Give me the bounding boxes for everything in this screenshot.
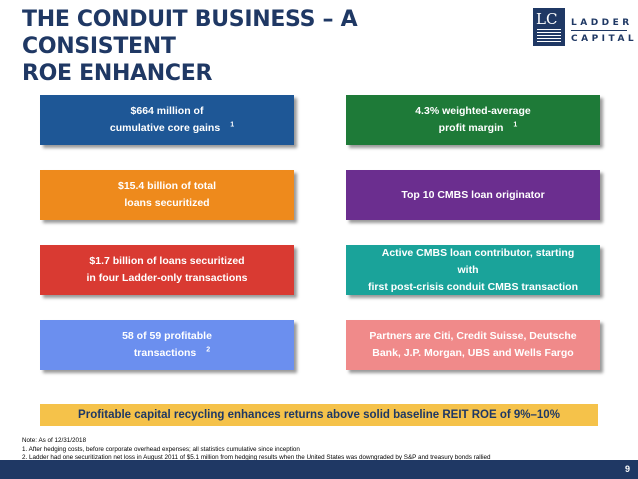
stat-box-profit-margin-line-1: 4.3% weighted-average xyxy=(415,105,531,117)
stat-box-cmbs-originator: Top 10 CMBS loan originator xyxy=(346,170,600,220)
footer-bar: 9 xyxy=(0,460,638,479)
stat-box-loans-securitized: $15.4 billion of total loans securitized xyxy=(40,170,294,220)
ladder-capital-logo: LC LADDER CAPITAL xyxy=(533,8,634,52)
stat-box-loans-securitized-line-2: loans securitized xyxy=(124,197,210,209)
logo-monogram: LC xyxy=(536,10,558,28)
logo-monogram-box: LC xyxy=(533,8,565,46)
stat-box-cmbs-contributor: Active CMBS loan contributor, starting w… xyxy=(346,245,600,295)
slide-title: THE CONDUIT BUSINESS – A CONSISTENT ROE … xyxy=(22,6,482,87)
stat-box-partners-line-1: Partners are Citi, Credit Suisse, Deutsc… xyxy=(369,330,577,342)
stat-box-profit-margin-line-2: profit margin xyxy=(438,122,504,134)
stat-box-cmbs-originator-line-1: Top 10 CMBS loan originator xyxy=(401,188,545,201)
stat-box-core-gains-line-2: cumulative core gains xyxy=(109,122,221,134)
stat-box-ladder-only-transactions: $1.7 billion of loans securitized in four… xyxy=(40,245,294,295)
stat-box-ladder-only-line-1: $1.7 billion of loans securitized xyxy=(89,255,245,267)
stat-box-partners-line-2: Bank, J.P. Morgan, UBS and Wells Fargo xyxy=(372,347,574,359)
footnote-ref: 2 xyxy=(206,346,211,354)
logo-stripes-icon xyxy=(537,29,561,43)
stat-box-profit-margin: 4.3% weighted-average profit margin 1 xyxy=(346,95,600,145)
footnote-ref: 1 xyxy=(230,121,235,129)
footnotes: Note: As of 12/31/2018 1. After hedging … xyxy=(22,437,622,463)
logo-word-capital: CAPITAL xyxy=(571,34,638,44)
stat-box-ladder-only-line-2: in four Ladder-only transactions xyxy=(86,272,248,284)
stat-box-cmbs-contributor-line-1: Active CMBS loan contributor, starting w… xyxy=(381,246,575,276)
roe-banner: Profitable capital recycling enhances re… xyxy=(40,404,598,426)
stat-box-profitable-transactions: 58 of 59 profitable transactions 2 xyxy=(40,320,294,370)
footnote-ref: 1 xyxy=(513,121,518,129)
slide-title-line-2: ROE ENHANCER xyxy=(22,61,213,86)
footnote-2: 2. Ladder had one securitization net los… xyxy=(22,454,491,461)
footnote-date: Note: As of 12/31/2018 xyxy=(22,437,87,444)
logo-divider xyxy=(571,30,627,31)
stat-box-profitable-line-2: transactions xyxy=(133,347,197,359)
page-number: 9 xyxy=(624,464,630,474)
slide-title-line-1: THE CONDUIT BUSINESS – A CONSISTENT xyxy=(22,7,358,59)
logo-word-ladder: LADDER xyxy=(571,18,633,28)
stat-box-core-gains-line-1: $664 million of xyxy=(130,105,204,117)
stat-box-cmbs-contributor-line-2: first post-crisis conduit CMBS transacti… xyxy=(367,280,579,293)
stat-box-core-gains: $664 million of cumulative core gains 1 xyxy=(40,95,294,145)
stat-box-profitable-line-1: 58 of 59 profitable xyxy=(122,330,212,342)
stat-box-partners: Partners are Citi, Credit Suisse, Deutsc… xyxy=(346,320,600,370)
footnote-1: 1. After hedging costs, before corporate… xyxy=(22,445,300,453)
stat-box-loans-securitized-line-1: $15.4 billion of total xyxy=(117,180,216,192)
